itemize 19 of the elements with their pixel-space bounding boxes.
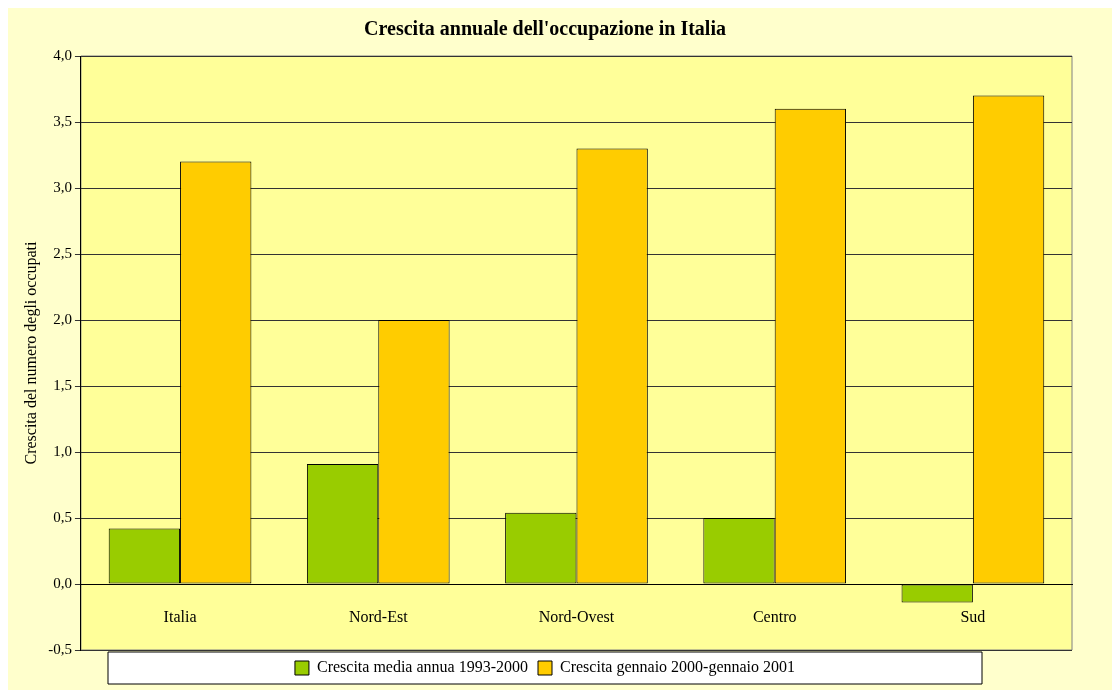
- y-tick-label: 4,0: [53, 46, 72, 63]
- y-tick-label: 3,0: [53, 178, 72, 195]
- y-tick-label: 1,0: [53, 442, 72, 459]
- y-tick-label: 0,0: [53, 574, 72, 591]
- y-tick-label: 0,5: [53, 508, 72, 525]
- x-tick-label: Nord-Ovest: [538, 607, 615, 625]
- x-tick-label: Centro: [752, 607, 797, 625]
- y-tick-label: 2,5: [53, 244, 72, 261]
- x-tick-label: Italia: [163, 607, 197, 625]
- x-tick-label: Nord-Est: [348, 607, 409, 625]
- y-tick-label: 1,5: [53, 376, 72, 393]
- y-tick-label: -0,5: [48, 640, 72, 657]
- y-tick-label: 2,0: [53, 310, 72, 327]
- y-tick-label: 3,5: [53, 112, 72, 129]
- chart-title: Crescita annuale dell'occupazione in Italia: [364, 17, 726, 41]
- legend-label: Crescita media annua 1993-2000: [316, 658, 528, 676]
- x-tick-label: Sud: [960, 607, 986, 625]
- legend-label: Crescita gennaio 2000-gennaio 2001: [560, 658, 796, 677]
- y-axis-title: Crescita del numero degli occupati: [21, 240, 40, 465]
